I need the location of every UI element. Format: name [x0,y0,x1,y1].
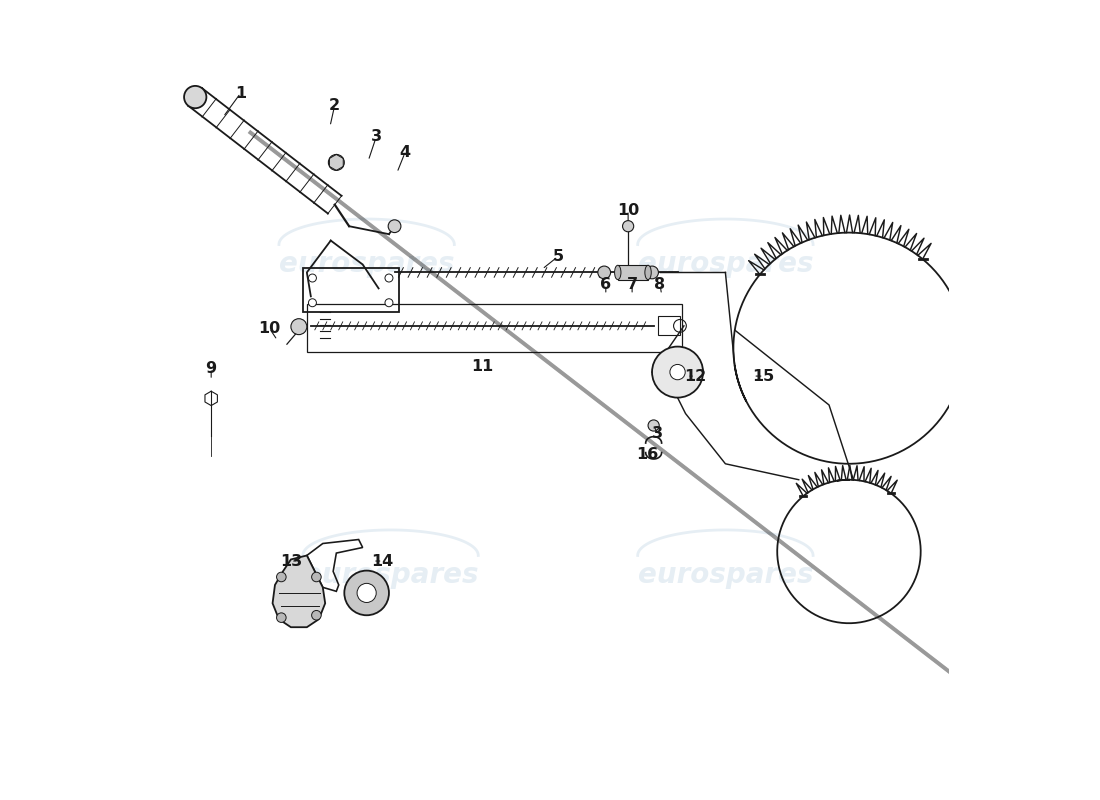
Text: eurospares: eurospares [638,250,813,278]
Circle shape [597,266,611,279]
Text: 16: 16 [636,446,659,462]
Text: 2: 2 [329,98,340,113]
Circle shape [646,266,659,279]
Text: 12: 12 [684,369,706,383]
Text: 6: 6 [601,277,612,292]
Text: 11: 11 [471,359,494,374]
Text: 14: 14 [372,554,394,569]
Circle shape [385,298,393,306]
Circle shape [388,220,400,233]
Circle shape [358,583,376,602]
Bar [302,269,398,312]
Text: 9: 9 [206,361,217,376]
Circle shape [311,610,321,620]
Text: 5: 5 [552,249,563,264]
Text: 8: 8 [654,277,666,292]
Text: 10: 10 [258,321,280,336]
Ellipse shape [645,266,651,280]
Polygon shape [273,555,326,627]
Circle shape [276,613,286,622]
Text: 3: 3 [371,130,382,145]
Text: 4: 4 [399,146,410,160]
Text: eurospares: eurospares [279,250,454,278]
Circle shape [329,154,344,170]
Circle shape [648,420,659,431]
Bar [618,266,648,280]
Text: 10: 10 [617,202,639,218]
Circle shape [276,572,286,582]
Bar [307,304,682,352]
Text: 13: 13 [279,554,302,569]
Ellipse shape [615,266,622,280]
Circle shape [670,365,685,380]
Circle shape [652,346,703,398]
Circle shape [385,274,393,282]
Circle shape [344,570,389,615]
Circle shape [308,274,317,282]
Text: 3: 3 [652,426,663,441]
Circle shape [184,86,207,108]
Circle shape [290,318,307,334]
Text: eurospares: eurospares [302,562,478,590]
Circle shape [308,298,317,306]
Circle shape [311,572,321,582]
Text: 7: 7 [627,277,638,292]
Circle shape [623,221,634,232]
Text: eurospares: eurospares [638,562,813,590]
Bar [658,316,680,335]
Text: 15: 15 [752,369,774,383]
Text: 1: 1 [235,86,246,101]
